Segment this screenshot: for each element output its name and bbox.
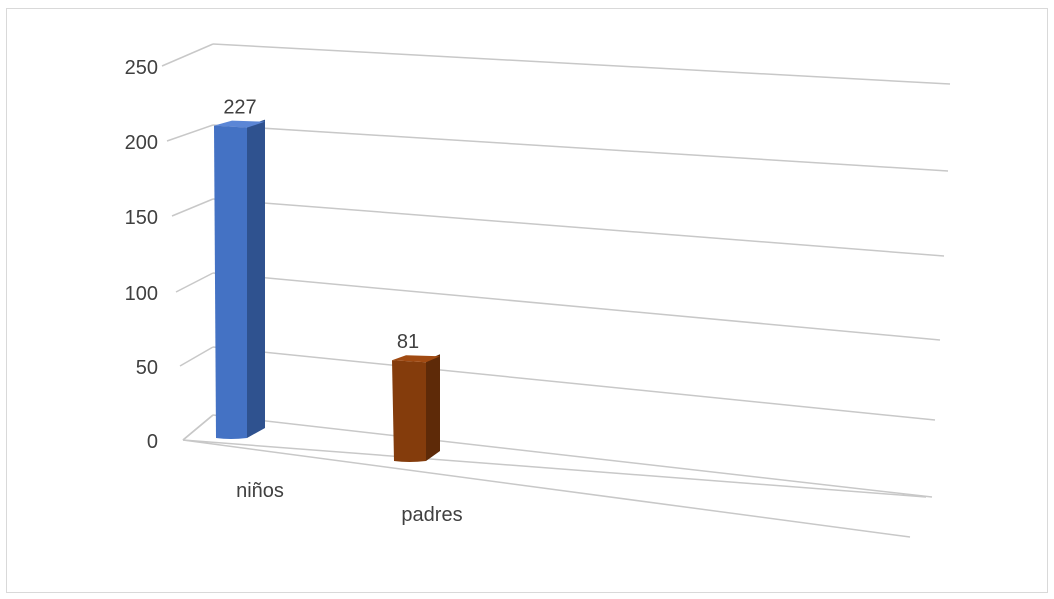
data-label: 81 [397,331,419,353]
gridline-side [161,43,214,67]
gridlines [161,43,951,538]
bar-front-face [214,125,247,439]
gridline-side [179,346,214,367]
y-axis-ticks: 0 50 100 150 200 250 [125,57,158,453]
y-tick-label: 150 [125,207,158,229]
gridline-side [166,124,214,142]
bar-ninos [214,119,265,439]
bars [214,119,440,462]
bar-side-face [247,119,265,438]
data-labels: 227 81 [223,97,419,354]
category-labels: niños padres [236,480,462,526]
y-tick-label: 0 [147,431,158,453]
data-label: 227 [223,97,256,119]
floor-back-line [182,439,927,498]
gridline-side [175,272,214,293]
gridline-side [171,198,214,217]
floor-side-line [182,414,214,441]
gridline [212,414,933,498]
gridline [212,43,951,85]
y-tick-label: 250 [125,57,158,79]
y-tick-label: 100 [125,283,158,305]
y-tick-label: 200 [125,132,158,154]
bar-side-face [426,354,440,461]
bar-padres [392,354,440,462]
bar-front-face [392,360,426,462]
y-tick-label: 50 [136,357,158,379]
bar-top-face [392,355,440,363]
category-label: niños [236,480,284,502]
gridline [212,272,941,341]
gridline [212,124,949,172]
chart-frame [6,8,1048,593]
bar-top-face [214,120,265,128]
gridline [212,198,945,257]
category-label: padres [401,504,462,526]
floor-front-line [182,439,911,538]
gridline [212,346,936,421]
